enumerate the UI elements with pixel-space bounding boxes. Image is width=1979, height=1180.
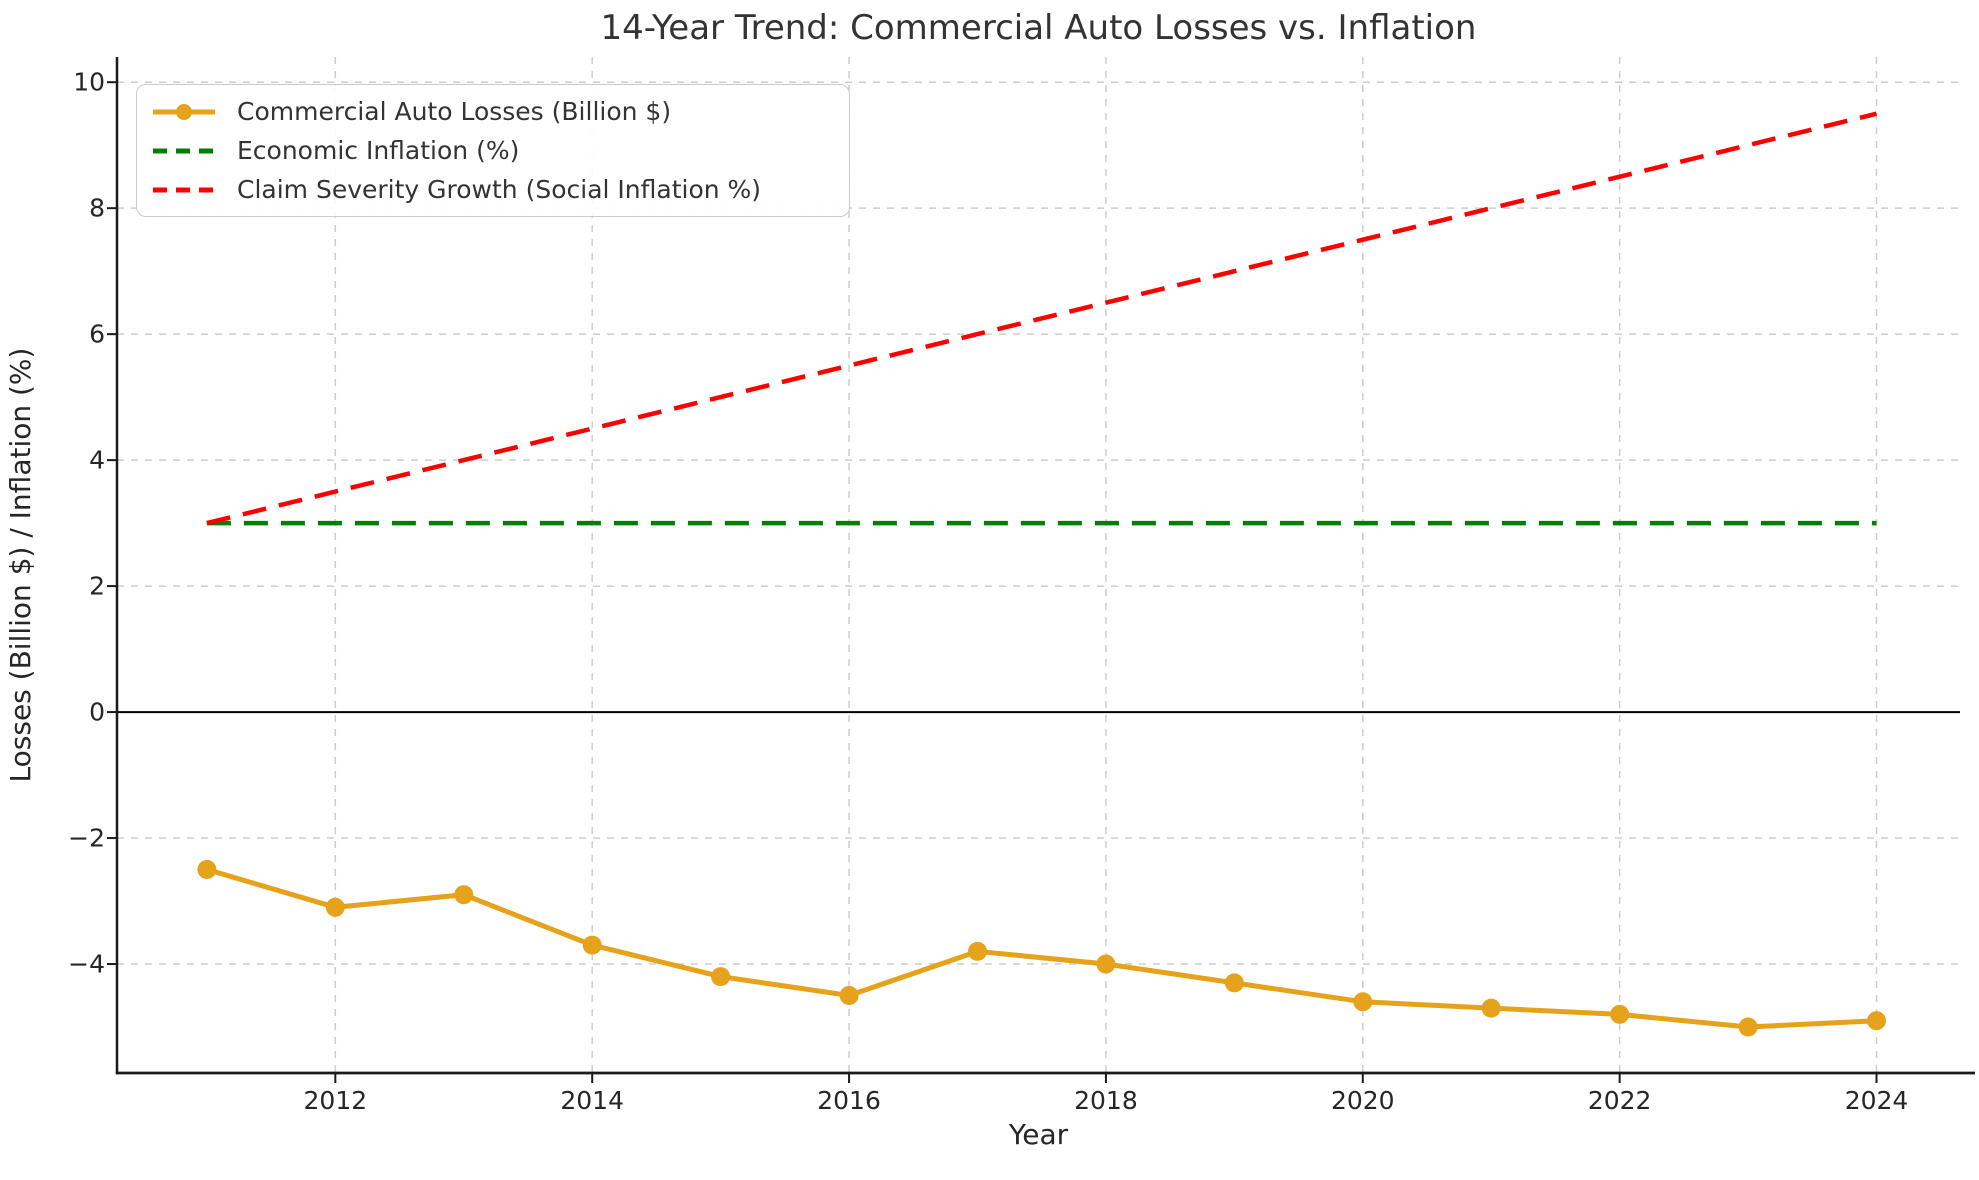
legend-label: Economic Inflation (%) — [237, 136, 520, 165]
x-tick-label: 2014 — [560, 1086, 624, 1115]
y-tick-label: 6 — [89, 319, 105, 349]
data-point-marker — [711, 967, 731, 987]
legend-label: Claim Severity Growth (Social Inflation … — [237, 175, 762, 204]
x-tick-label: 2012 — [303, 1086, 368, 1115]
gridlines — [117, 57, 1960, 1073]
x-tick-label: 2024 — [1844, 1086, 1909, 1115]
legend-swatch-dashed-line-icon — [153, 148, 215, 153]
legend-item-commercial-auto-losses: Commercial Auto Losses (Billion $) — [151, 92, 849, 131]
y-tick-label: 2 — [89, 571, 105, 601]
data-point-marker — [197, 860, 217, 879]
data-point-marker — [1481, 998, 1501, 1018]
y-tick-label: 4 — [89, 445, 105, 475]
x-tick-label: 2020 — [1330, 1086, 1395, 1115]
data-point-marker — [1096, 954, 1116, 974]
legend-swatch-dashed-line-icon — [153, 187, 215, 192]
series-line-2 — [206, 111, 1878, 526]
y-axis-label: Losses (Billion $) / Inflation (%) — [4, 348, 37, 783]
tick-marks — [107, 81, 1878, 1083]
data-point-marker — [839, 986, 859, 1005]
data-point-marker — [325, 897, 345, 917]
chart-title: 14-Year Trend: Commercial Auto Losses vs… — [600, 8, 1477, 48]
y-tick-label: −4 — [68, 949, 105, 979]
data-point-marker — [1224, 973, 1244, 993]
axis-spines — [115, 57, 1975, 1075]
legend-item-economic-inflation: Economic Inflation (%) — [151, 131, 849, 170]
x-tick-label: 2022 — [1587, 1086, 1652, 1115]
data-point-marker — [1867, 1011, 1886, 1031]
x-axis-label: Year — [1008, 1118, 1069, 1151]
legend-label: Commercial Auto Losses (Billion $) — [237, 97, 672, 126]
y-tick-label: 0 — [89, 697, 105, 727]
data-point-marker — [968, 941, 987, 961]
data-point-marker — [1738, 1017, 1758, 1037]
y-tick-label: 10 — [73, 67, 105, 97]
y-tick-label: 8 — [89, 193, 105, 223]
series-lines — [197, 111, 1886, 1037]
data-point-marker — [454, 885, 474, 905]
data-point-marker — [1610, 1004, 1630, 1024]
series-line-0 — [206, 867, 1877, 1030]
y-tick-label: −2 — [68, 823, 105, 853]
legend-swatch-solid-line-icon — [153, 103, 215, 120]
data-point-marker — [582, 935, 602, 955]
x-tick-label: 2016 — [817, 1086, 881, 1115]
x-tick-label: 2018 — [1074, 1086, 1138, 1115]
legend-item-claim-severity-growth: Claim Severity Growth (Social Inflation … — [151, 170, 849, 209]
legend-box: Commercial Auto Losses (Billion $) Econo… — [136, 84, 850, 217]
data-point-marker — [1353, 992, 1373, 1012]
